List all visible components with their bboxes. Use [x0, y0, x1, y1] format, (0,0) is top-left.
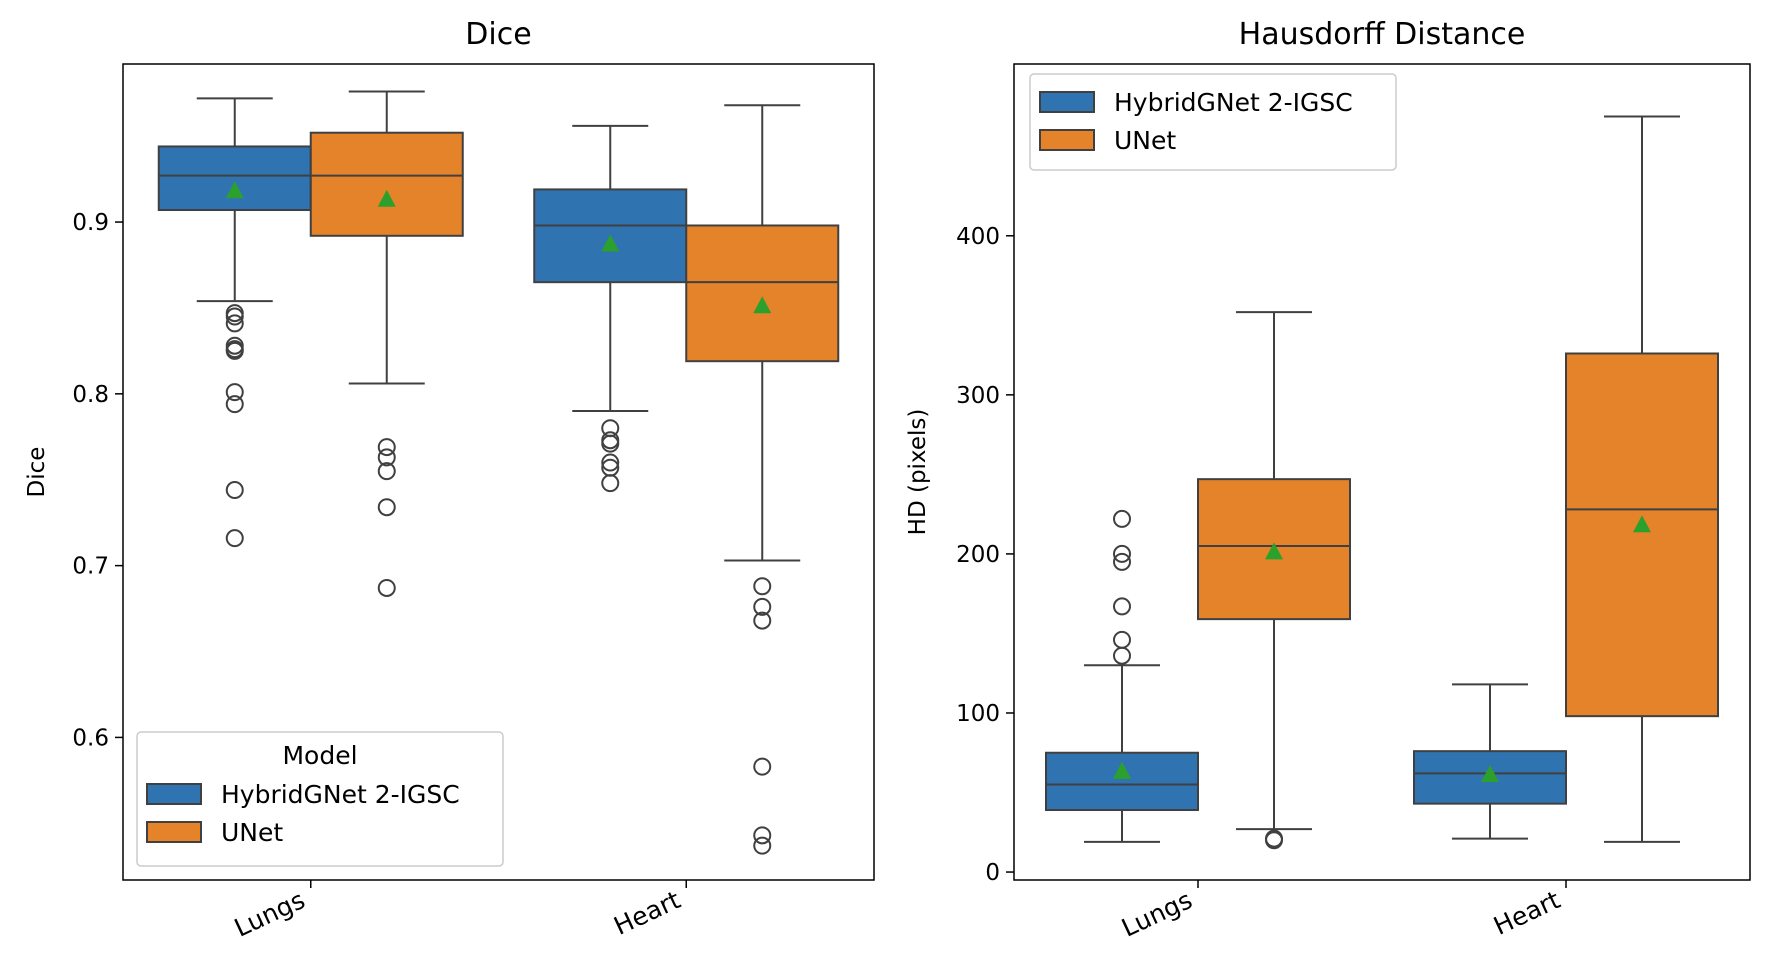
outlier-point — [1113, 630, 1131, 649]
x-tick-label: Heart — [1489, 885, 1564, 941]
outlier-point — [377, 578, 396, 597]
mean-marker — [225, 181, 244, 199]
outlier-point — [1113, 544, 1131, 563]
outlier-point — [377, 438, 396, 457]
panel-2: Hausdorff Distance 0 100 200 300 400 HD (pixel… — [905, 17, 1751, 943]
chart-title: Hausdorff Distance — [1239, 17, 1526, 52]
legend-label: UNet — [1114, 126, 1176, 155]
y-tick-label: 0.9 — [72, 210, 109, 236]
plot-frame — [122, 63, 875, 881]
y-tick-label: 300 — [956, 383, 1000, 409]
legend-label: HybridGNet 2-IGSC — [1114, 88, 1353, 117]
x-tick-label: Heart — [609, 885, 684, 941]
y-axis-label: HD (pixels) — [905, 409, 931, 536]
x-tick-label: Lungs — [230, 885, 309, 943]
outlier-point — [601, 434, 620, 453]
y-tick-label: 0 — [985, 860, 1000, 886]
iqr-box — [1565, 352, 1719, 718]
outlier-point — [225, 529, 244, 548]
iqr-box — [157, 145, 312, 212]
panel-1: Dice 0.6 0.7 0.8 0.9 Dice Lungs Heart Model Hybri… — [24, 17, 875, 943]
outlier-point — [753, 577, 772, 596]
outlier-point — [753, 757, 772, 776]
y-tick-label: 0.8 — [72, 382, 109, 408]
box-unet-heart — [685, 104, 840, 855]
y-tick-label: 0.6 — [72, 725, 109, 751]
chart-title: Dice — [465, 17, 531, 52]
box-unet-lungs — [1197, 311, 1351, 850]
box-hybridgnet-2-igsc-heart — [533, 124, 688, 493]
outlier-point — [753, 611, 772, 630]
outlier-point — [753, 597, 772, 616]
outlier-point — [377, 498, 396, 517]
outlier-point — [1265, 831, 1283, 850]
mean-marker — [1265, 542, 1283, 560]
legend-box — [1029, 73, 1397, 171]
outlier-point — [377, 448, 396, 467]
y-tick-label: 100 — [956, 701, 1000, 727]
legend-swatch — [146, 783, 202, 805]
outlier-point — [1113, 509, 1131, 528]
y-tick-label: 200 — [956, 542, 1000, 568]
box-hybridgnet-2-igsc-lungs — [1045, 509, 1199, 843]
outlier-point — [225, 395, 244, 414]
iqr-box — [685, 224, 840, 363]
x-tick-label: Lungs — [1117, 885, 1196, 943]
outlier-point — [1113, 646, 1131, 665]
outlier-point — [1113, 552, 1131, 571]
legend-title: Model — [282, 741, 357, 770]
mean-marker — [1113, 761, 1131, 779]
mean-marker — [753, 296, 772, 314]
outlier-point — [225, 383, 244, 402]
legend-swatch — [1039, 129, 1095, 151]
outlier-point — [1113, 597, 1131, 616]
outlier-point — [225, 341, 244, 360]
plot-frame — [1013, 63, 1751, 881]
y-tick-label: 400 — [956, 224, 1000, 250]
legend: Model HybridGNet 2-IGSC UNet — [136, 731, 504, 867]
legend: HybridGNet 2-IGSC UNet — [1029, 73, 1397, 171]
outlier-point — [753, 836, 772, 855]
mean-marker — [377, 189, 396, 207]
outlier-point — [601, 431, 620, 450]
outlier-point — [753, 826, 772, 845]
legend-swatch — [146, 821, 202, 843]
mean-marker — [1481, 765, 1499, 783]
box-hybridgnet-2-igsc-lungs — [157, 97, 312, 548]
outlier-point — [601, 453, 620, 472]
outlier-point — [377, 462, 396, 481]
y-axis-label: Dice — [24, 447, 50, 498]
outlier-point — [225, 481, 244, 500]
outlier-point — [225, 307, 244, 326]
y-tick-label: 0.7 — [72, 554, 109, 580]
iqr-box — [309, 131, 464, 237]
outlier-point — [225, 314, 244, 333]
box-hybridgnet-2-igsc-heart — [1413, 683, 1567, 840]
mean-marker — [601, 234, 620, 252]
iqr-box — [1045, 751, 1199, 812]
legend-swatch — [1039, 91, 1095, 113]
box-unet-heart — [1565, 115, 1719, 843]
legend-box — [136, 731, 504, 867]
box-unet-lungs — [309, 90, 464, 597]
outlier-point — [601, 474, 620, 493]
mean-marker — [1633, 515, 1651, 533]
legend-label: UNet — [221, 818, 283, 847]
legend-label: HybridGNet 2-IGSC — [221, 780, 460, 809]
